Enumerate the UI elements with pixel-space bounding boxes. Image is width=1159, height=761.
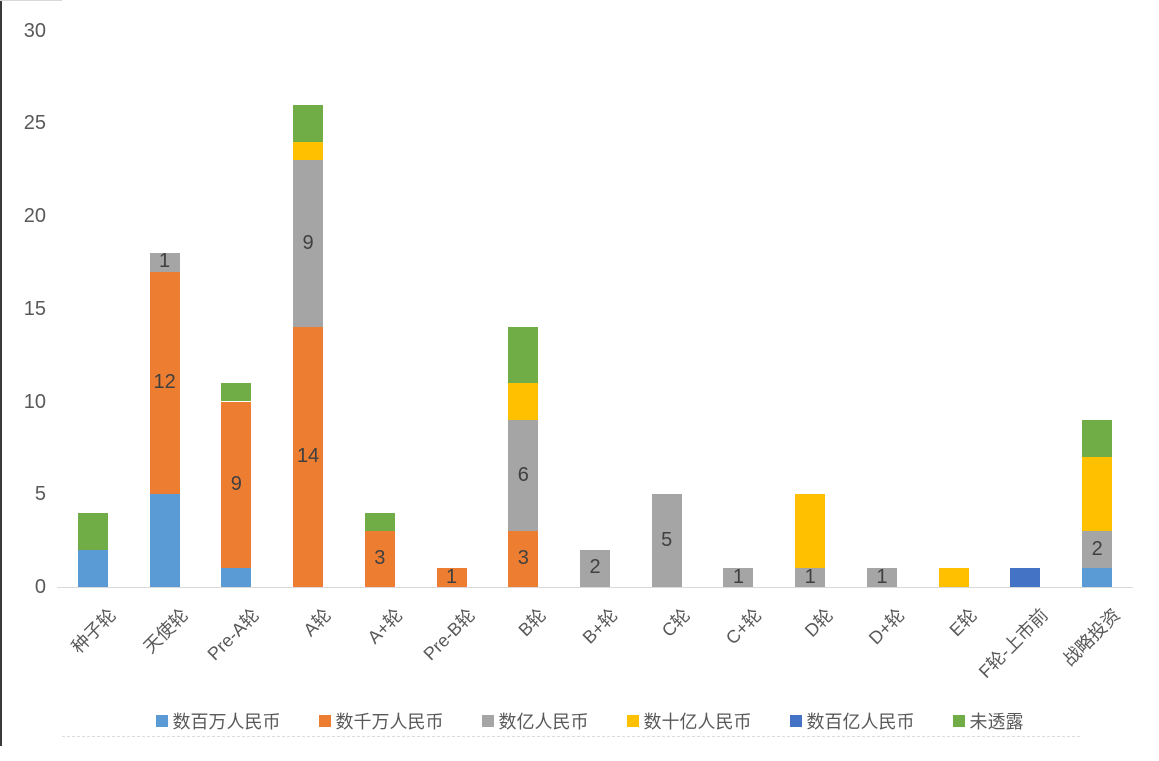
y-axis-tick-label: 10: [23, 390, 46, 413]
legend-item-label: 数千万人民币: [335, 712, 444, 732]
bar-segment: 3: [364, 531, 395, 587]
data-label: 9: [230, 472, 242, 495]
y-axis-tick-label: 15: [23, 297, 46, 320]
data-label: 1: [732, 565, 745, 588]
x-axis-category-label: C轮: [657, 604, 694, 641]
legend-item-label: 数百亿人民币: [806, 712, 915, 732]
page-break-line: [62, 736, 1080, 737]
bar-segment: 1: [795, 565, 826, 588]
data-label: 1: [876, 565, 888, 588]
x-axis-category-label: Pre-B轮: [419, 604, 479, 665]
legend-item-label: 未透露: [969, 712, 1024, 732]
x-axis-category-label: D轮: [801, 604, 838, 641]
legend-item-label: 数百万人民币: [172, 712, 281, 732]
data-label: 9: [302, 231, 314, 254]
legend-swatch-icon: [318, 715, 331, 727]
window-edge-left: [0, 0, 2, 746]
data-label: 6: [517, 463, 529, 486]
bar-segment: [795, 494, 826, 569]
x-axis-category-label: Pre-A轮: [203, 604, 264, 665]
data-label: 5: [661, 528, 673, 551]
bar-segment: 2: [1082, 531, 1113, 569]
y-axis-tick-label: 30: [23, 19, 46, 42]
bar-segment: [77, 549, 108, 587]
x-axis-category-label: 天使轮: [139, 604, 192, 658]
y-axis-tick-label: 20: [23, 205, 46, 227]
bar-segment: [1082, 420, 1113, 458]
data-label: 1: [159, 250, 171, 273]
window-edge-top: [0, 0, 62, 1]
bar-segment: [221, 382, 252, 402]
data-label: 3: [517, 547, 529, 570]
x-axis-category-label: B轮: [514, 604, 551, 641]
bar-segment: 2: [580, 549, 610, 587]
legend-item: 数千万人民币: [318, 708, 444, 734]
bar-segment: 1: [436, 565, 467, 588]
legend-item: 数十亿人民币: [626, 708, 752, 734]
bar-segment: 9: [293, 160, 324, 328]
x-axis-category-label: E轮: [945, 604, 981, 641]
data-label: 1: [445, 565, 458, 588]
y-axis-tick-label: 5: [34, 483, 46, 506]
x-axis-category-label: 种子轮: [67, 604, 120, 658]
bar-segment: [221, 568, 252, 587]
bar-segment: [293, 104, 324, 142]
bar-segment: [1082, 457, 1113, 532]
bar-segment: [149, 494, 180, 587]
x-axis-category-label: F轮-上市前: [975, 604, 1053, 682]
x-axis-category-label: A轮: [299, 604, 336, 641]
bar-segment: 1: [149, 250, 180, 273]
bar-segment: 5: [651, 494, 682, 587]
bar-segment: 9: [221, 401, 252, 569]
legend-swatch-icon: [155, 715, 168, 727]
bar-segment: [1010, 568, 1041, 587]
legend-swatch-icon: [481, 715, 494, 727]
data-label: 2: [589, 556, 601, 579]
legend-item-label: 数十亿人民币: [643, 712, 752, 732]
bar-segment: 3: [508, 531, 539, 587]
y-axis-tick-label: 0: [34, 576, 46, 598]
data-label: 1: [804, 565, 816, 588]
legend-item: 未透露: [952, 708, 1024, 734]
x-axis-line: [57, 587, 1133, 588]
bar-segment: 12: [149, 271, 180, 495]
x-axis-category-label: A+轮: [363, 604, 407, 648]
bar-segment: [77, 512, 108, 550]
bar-segment: [364, 512, 395, 532]
bar-segment: [508, 327, 539, 383]
x-axis-category-label: 战略投资: [1059, 604, 1125, 670]
x-axis-category-label: D+轮: [865, 604, 909, 649]
bar-segment: [1082, 568, 1113, 587]
x-axis-category-label: C+轮: [721, 604, 766, 649]
bar-segment: 6: [508, 420, 539, 532]
legend: 数百万人民币 数千万人民币 数亿人民币 数十亿人民币 数百亿人民币 未透露: [20, 708, 1159, 734]
x-axis-category-label: B+轮: [579, 604, 622, 648]
legend-swatch-icon: [952, 715, 965, 727]
legend-swatch-icon: [626, 715, 639, 727]
bar-segment: 14: [293, 327, 324, 587]
legend-item: 数亿人民币: [481, 708, 589, 734]
data-label: 14: [296, 445, 320, 468]
legend-item: 数百万人民币: [155, 708, 281, 734]
bar-segment: [938, 568, 969, 587]
legend-item: 数百亿人民币: [789, 708, 915, 734]
y-axis-tick-label: 25: [23, 112, 46, 135]
legend-swatch-icon: [789, 715, 802, 727]
data-label: 12: [153, 370, 176, 393]
legend-item-label: 数亿人民币: [498, 712, 589, 732]
data-label: 3: [374, 547, 386, 570]
bar-segment: 1: [866, 565, 897, 588]
bar-segment: 1: [723, 565, 754, 588]
bar-segment: [508, 382, 539, 421]
bar-segment: [293, 141, 324, 161]
data-label: 2: [1091, 537, 1103, 560]
